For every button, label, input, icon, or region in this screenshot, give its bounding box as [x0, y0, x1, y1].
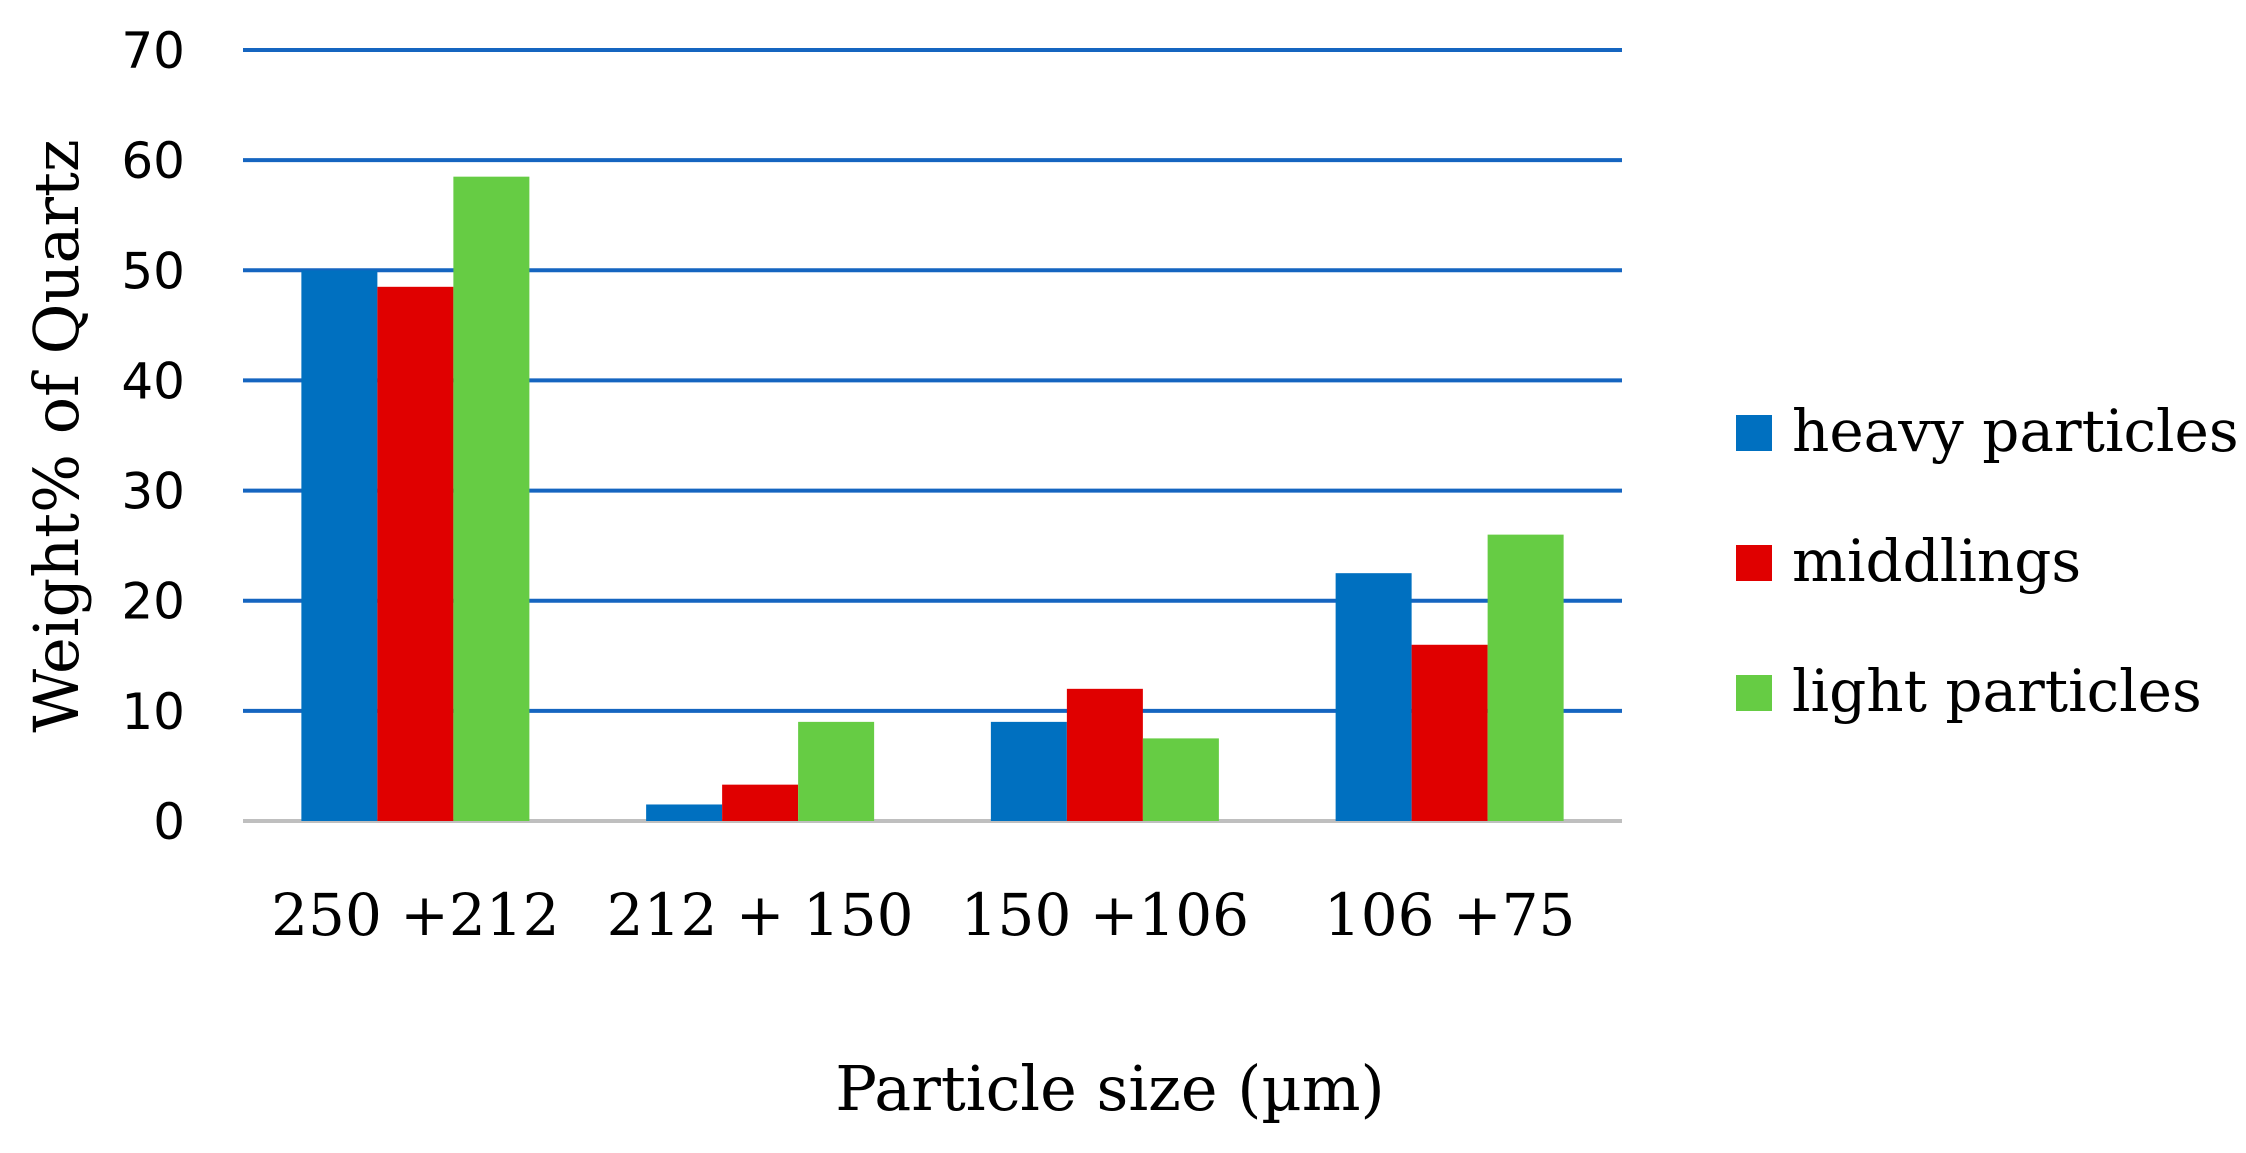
y-tick-label: 50 [121, 242, 185, 300]
bar-heavy-particles-1 [301, 270, 378, 821]
legend-label: middlings [1792, 527, 2081, 595]
x-tick-label: 250 +212 [271, 881, 559, 949]
bar-light-particles-3 [1142, 738, 1219, 821]
y-axis-title: Weight% of Quartz [20, 139, 93, 732]
y-tick-label: 60 [121, 132, 185, 190]
legend-swatch-heavy-particles [1736, 415, 1772, 451]
y-axis-ticks: 0 10 20 30 40 50 60 70 [121, 22, 185, 851]
bar-heavy-particles-2 [646, 804, 723, 821]
y-tick-label: 0 [153, 793, 185, 851]
legend-label: light particles [1792, 657, 2202, 725]
bar-middlings-2 [722, 784, 799, 821]
x-axis-title: Particle size (µm) [835, 1052, 1384, 1125]
x-tick-label: 212 + 150 [607, 881, 914, 949]
y-tick-label: 30 [121, 463, 185, 521]
bars [301, 176, 1564, 821]
bar-light-particles-1 [453, 176, 530, 821]
x-tick-label: 150 +106 [961, 881, 1249, 949]
y-tick-label: 40 [121, 352, 185, 410]
bar-middlings-3 [1066, 688, 1143, 821]
bar-light-particles-4 [1487, 534, 1564, 821]
legend-swatch-light-particles [1736, 675, 1772, 711]
x-axis-ticks: 250 +212 212 + 150 150 +106 106 +75 [271, 881, 1575, 949]
legend-swatch-middlings [1736, 545, 1772, 581]
y-tick-label: 10 [121, 683, 185, 741]
legend: heavy particles middlings light particles [1736, 397, 2239, 725]
bar-middlings-4 [1411, 644, 1488, 821]
y-tick-label: 70 [121, 22, 185, 80]
bar-heavy-particles-4 [1335, 573, 1412, 821]
bar-heavy-particles-3 [990, 721, 1067, 821]
bar-middlings-1 [377, 286, 454, 821]
x-tick-label: 106 +75 [1324, 881, 1576, 949]
y-tick-label: 20 [121, 573, 185, 631]
legend-label: heavy particles [1792, 397, 2239, 465]
bar-light-particles-2 [798, 721, 875, 821]
